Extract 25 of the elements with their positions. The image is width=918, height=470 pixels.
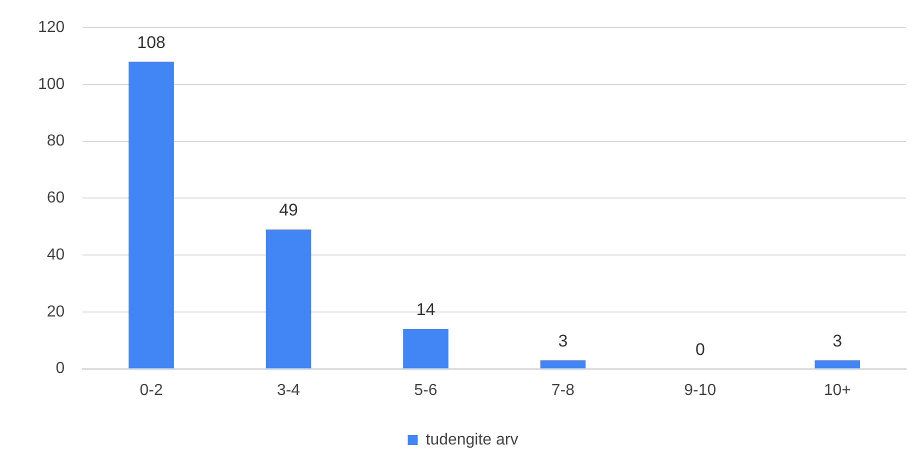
x-tick-label: 9-10	[684, 382, 716, 399]
data-label: 14	[416, 300, 436, 320]
y-tick-label: 20	[46, 303, 65, 320]
bar	[540, 360, 586, 368]
y-tick-label: 80	[46, 132, 65, 150]
data-label: 108	[137, 32, 166, 52]
y-tick-label: 120	[38, 19, 65, 36]
y-tick-label: 60	[46, 190, 65, 207]
data-label: 3	[558, 331, 568, 350]
bar	[266, 229, 312, 368]
y-tick-label: 100	[38, 76, 65, 93]
y-tick-label: 0	[56, 360, 65, 378]
x-tick-label: 7-8	[551, 382, 575, 399]
data-label: 49	[279, 200, 298, 220]
x-tick-label: 3-4	[276, 382, 300, 399]
x-tick-label: 5-6	[414, 382, 438, 399]
bar	[128, 62, 174, 368]
bar	[403, 328, 448, 368]
data-label: 3	[832, 331, 842, 350]
data-label: 0	[695, 340, 705, 359]
legend-label: tudengite arv	[426, 431, 518, 448]
x-tick-label: 10+	[824, 382, 851, 399]
x-tick-label: 0-2	[140, 382, 163, 399]
bar	[814, 360, 860, 368]
y-tick-label: 40	[46, 246, 65, 264]
